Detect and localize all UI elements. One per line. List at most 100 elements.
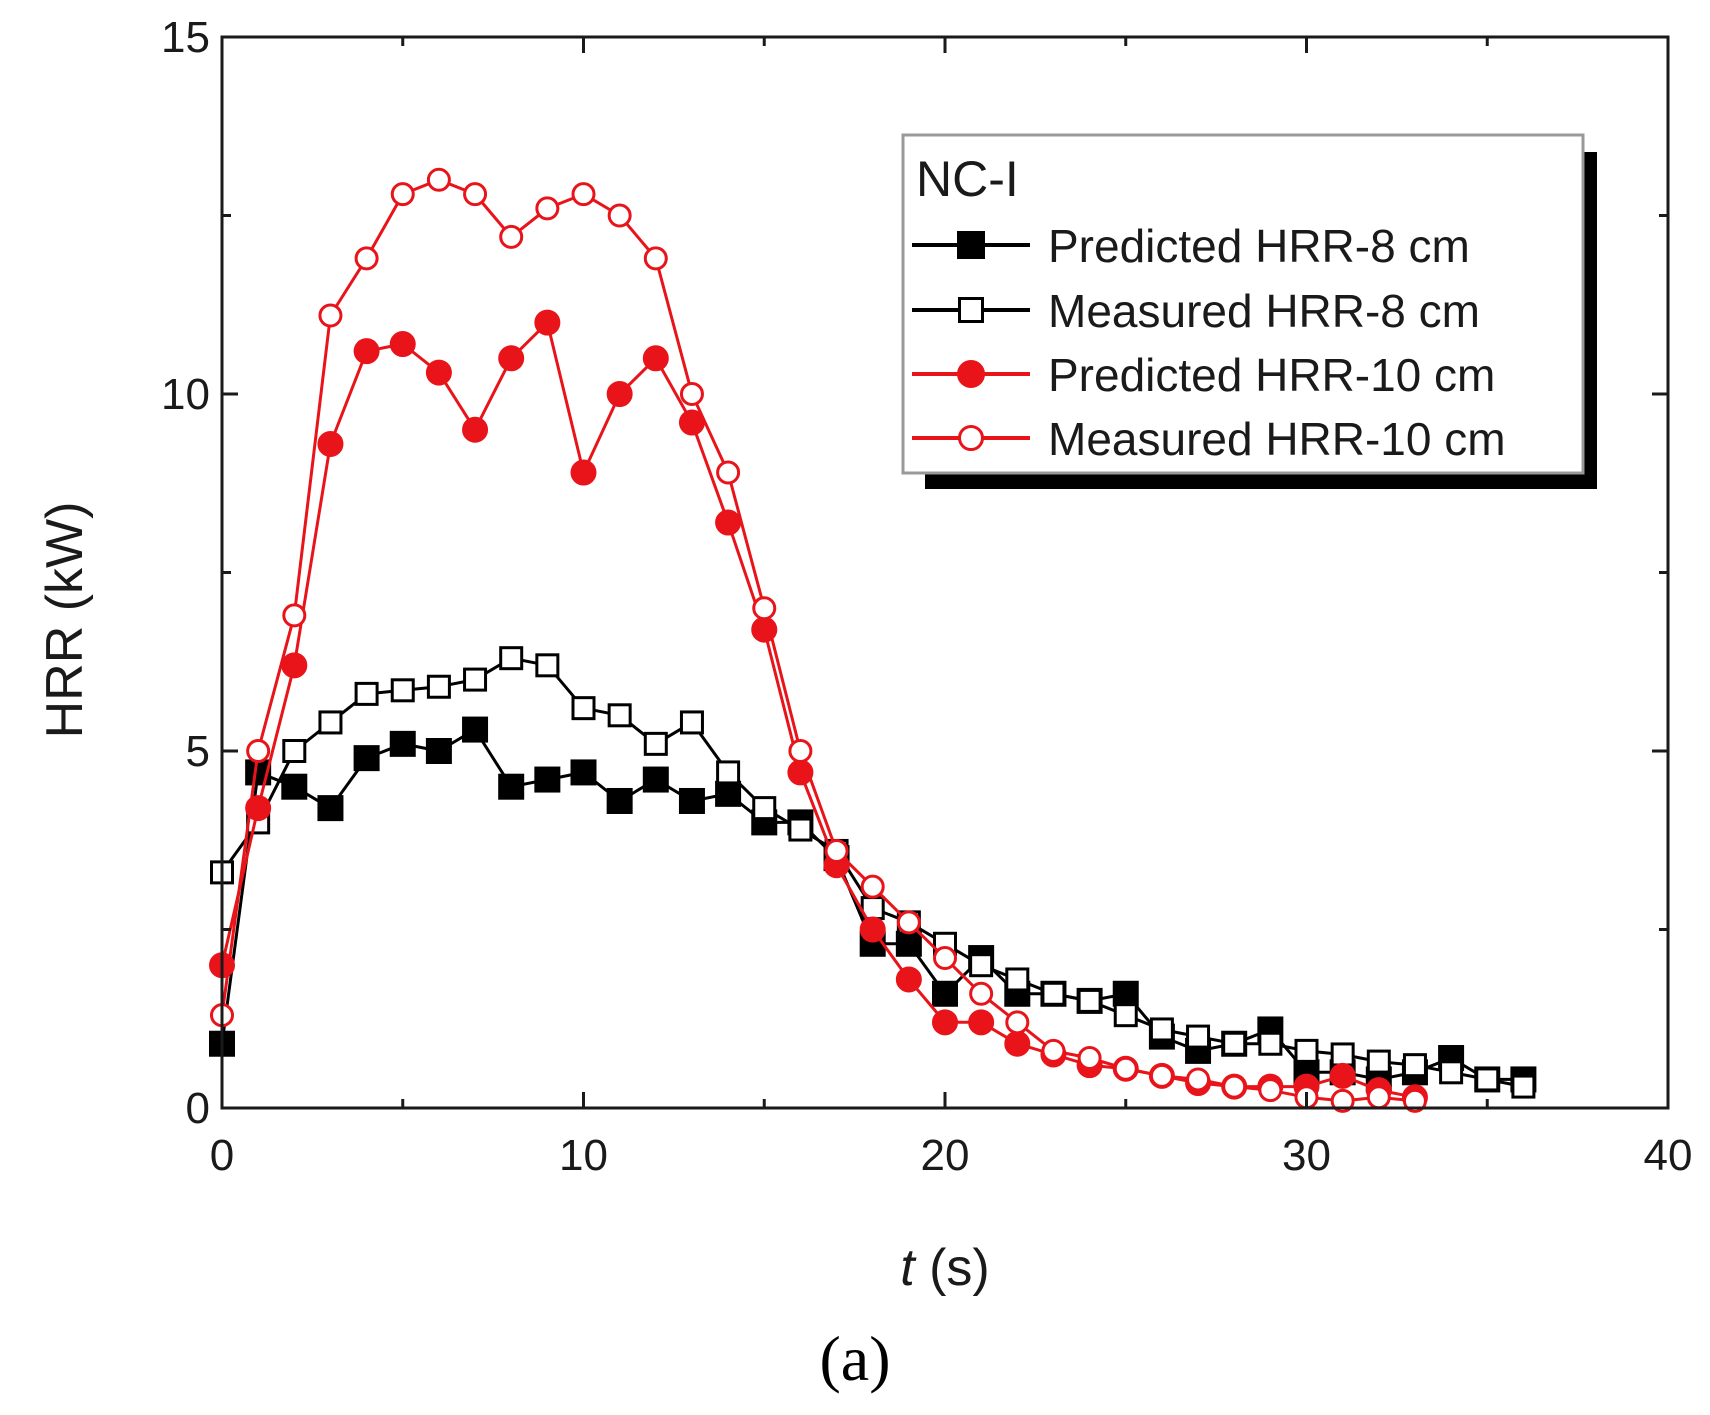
data-point <box>463 667 488 692</box>
x-tick-label: 0 <box>210 1131 234 1180</box>
x-axis-title-unit: (s) <box>915 1239 990 1297</box>
data-point <box>1258 1031 1283 1056</box>
data-point <box>788 817 813 842</box>
legend-entries: Predicted HRR-8 cm Measured HRR-8 cm Predi… <box>912 220 1506 465</box>
data-point <box>499 646 524 671</box>
data-point <box>607 203 632 228</box>
data-point <box>318 710 343 735</box>
data-point <box>1005 1010 1030 1035</box>
data-point <box>679 710 704 735</box>
data-point <box>425 738 452 764</box>
data-point <box>932 1009 958 1036</box>
legend-marker <box>958 297 984 323</box>
data-point <box>752 596 777 621</box>
data-point <box>1475 1067 1500 1092</box>
series-line <box>220 321 1416 1099</box>
data-point <box>824 838 849 863</box>
data-point <box>1402 1088 1427 1113</box>
data-point <box>678 787 705 814</box>
data-point <box>426 674 451 699</box>
data-point <box>1329 1062 1356 1089</box>
data-point <box>859 916 886 943</box>
y-tick-label: 0 <box>186 1084 210 1133</box>
legend-title: NC-I <box>916 151 1019 207</box>
data-point <box>752 796 777 821</box>
data-point <box>1149 1063 1174 1088</box>
data-point <box>716 760 741 785</box>
data-point <box>318 303 343 328</box>
x-tick-label: 30 <box>1282 1131 1331 1180</box>
data-point <box>571 696 596 721</box>
data-point <box>642 345 669 372</box>
data-point <box>643 731 668 756</box>
data-point <box>425 359 452 386</box>
data-point <box>1149 1017 1174 1042</box>
data-point <box>499 224 524 249</box>
data-point <box>715 780 742 807</box>
data-point <box>390 678 415 703</box>
legend-entry: Measured HRR-10 cm <box>912 413 1506 465</box>
y-axis-title: HRR (kW) <box>36 502 94 739</box>
data-point <box>1112 980 1139 1007</box>
legend-box <box>901 133 1585 475</box>
x-axis-title-variable: t <box>900 1239 917 1297</box>
series-measured-hrr-10-cm <box>210 167 1427 1113</box>
data-point <box>788 739 813 763</box>
data-point <box>389 730 416 757</box>
data-point <box>1402 1053 1427 1078</box>
data-point <box>969 953 994 978</box>
data-point <box>246 739 271 763</box>
data-point <box>932 980 958 1007</box>
y-tick-label: 15 <box>161 13 210 62</box>
data-point <box>571 182 596 207</box>
data-point <box>1113 1003 1138 1028</box>
x-axis-title: t (s) <box>900 1239 990 1297</box>
data-point <box>1041 981 1066 1006</box>
data-point <box>860 874 885 899</box>
data-point <box>1330 1088 1355 1113</box>
data-point <box>535 196 560 221</box>
data-point <box>317 430 344 457</box>
series-line <box>220 178 1416 1103</box>
data-point <box>896 910 921 935</box>
data-point <box>1330 1042 1355 1067</box>
data-point <box>1439 1060 1464 1085</box>
legend-entry: Measured HRR-8 cm <box>912 285 1480 337</box>
data-point <box>570 459 597 486</box>
data-point <box>1366 1085 1391 1110</box>
data-point <box>354 681 379 706</box>
legend-marker <box>957 231 985 259</box>
legend-label: Measured HRR-8 cm <box>1048 285 1480 337</box>
x-tick-label: 40 <box>1644 1131 1693 1180</box>
data-point <box>1511 1074 1536 1099</box>
data-point <box>498 773 525 800</box>
data-point <box>1004 1030 1031 1057</box>
y-tick-label: 10 <box>161 370 210 419</box>
data-point <box>643 246 668 271</box>
data-point <box>282 739 307 763</box>
data-point <box>1294 1038 1319 1063</box>
data-point <box>281 773 308 800</box>
legend-marker <box>958 425 984 451</box>
data-point <box>715 509 742 536</box>
x-tick-label: 20 <box>921 1131 970 1180</box>
legend-entry: Predicted HRR-8 cm <box>912 220 1470 272</box>
legend-entry: Predicted HRR-10 cm <box>912 349 1495 401</box>
data-point <box>463 182 488 207</box>
data-point <box>426 167 451 192</box>
data-point <box>354 246 379 271</box>
data-point <box>534 766 561 793</box>
data-point <box>1258 1078 1283 1103</box>
data-point <box>1041 1038 1066 1063</box>
data-point <box>281 652 308 679</box>
legend-label: Measured HRR-10 cm <box>1048 413 1506 465</box>
series-measured-hrr-8-cm <box>210 646 1536 1099</box>
legend-label: Predicted HRR-8 cm <box>1048 220 1470 272</box>
data-point <box>716 460 741 485</box>
legend: NC-I Predicted HRR-8 cm Measured HRR-8 cm… <box>901 133 1597 489</box>
data-point <box>933 946 957 971</box>
data-point <box>1077 988 1102 1013</box>
data-point <box>1222 1031 1247 1056</box>
data-point <box>317 795 344 822</box>
